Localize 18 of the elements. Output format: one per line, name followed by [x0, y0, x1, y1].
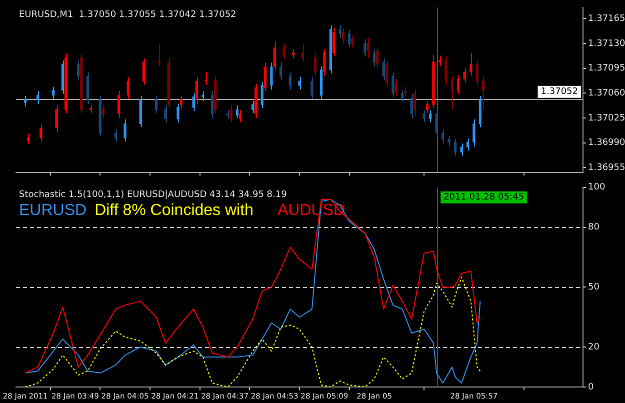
text: Diff 8% Coincides with: [94, 202, 254, 219]
y-tick-label: 20: [588, 342, 600, 352]
chart-title: EURUSD,M1 1.37050 1.37055 1.37042 1.37052: [19, 10, 236, 20]
y-tick-label: 1.36990: [588, 138, 625, 148]
y-tick-label: 1.37130: [588, 38, 625, 49]
chart-title: Stochastic 1.5(100,1,1) EURUSD|AUDUSD 43.14 34.95 8.19: [19, 190, 288, 200]
y-tick-label: 1.37025: [588, 113, 625, 124]
y-tick-label: 80: [588, 222, 600, 233]
y-tick-label: 0: [588, 382, 594, 392]
y-tick-label: 1.37060: [588, 88, 625, 99]
text: EURUSD: [19, 202, 87, 219]
y-tick-label: 1.37095: [588, 64, 625, 74]
ref-line-label: 2011.01.28 05:45: [444, 192, 524, 203]
ref-line-label: 1.37052: [540, 87, 578, 98]
y-tick-label: 1.36955: [588, 162, 625, 173]
y-tick-label: 100: [588, 182, 606, 193]
y-tick-label: 1.37165: [588, 14, 625, 24]
y-tick-label: 50: [588, 282, 600, 293]
